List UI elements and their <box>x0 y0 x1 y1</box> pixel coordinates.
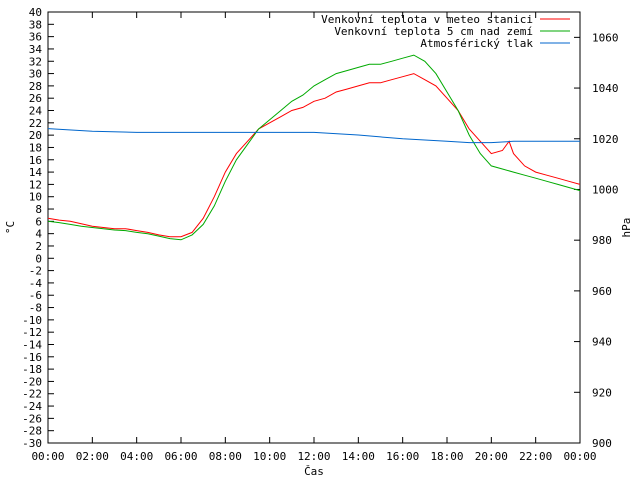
series-line-2 <box>47 54 581 241</box>
y-tick-label-right: 1040 <box>592 82 619 95</box>
x-tick-label: 10:00 <box>253 450 286 463</box>
y-tick-label-left: 4 <box>35 228 42 241</box>
y-tick-label-left: -18 <box>22 363 42 376</box>
y-tick-label-left: 14 <box>29 166 43 179</box>
y-tick-label-left: -26 <box>22 412 42 425</box>
legend-label: Atmosférický tlak <box>420 37 533 50</box>
y-tick-label-left: -8 <box>29 302 42 315</box>
y-tick-label-left: -24 <box>22 400 42 413</box>
ticks: -30-28-26-24-22-20-18-16-14-12-10-8-6-4-… <box>22 6 618 463</box>
x-tick-label: 08:00 <box>209 450 242 463</box>
y-tick-label-left: -30 <box>22 437 42 450</box>
x-tick-label: 00:00 <box>563 450 596 463</box>
y-tick-label-left: 32 <box>29 55 42 68</box>
y-tick-label-left: 8 <box>35 203 42 216</box>
y-tick-label-left: 40 <box>29 6 42 19</box>
legend-label: Venkovní teplota 5 cm nad zemí <box>334 25 533 38</box>
legend-label: Venkovní teplota v meteo stanici <box>321 13 533 26</box>
legend: Venkovní teplota v meteo staniciVenkovní… <box>321 13 570 50</box>
y-tick-label-right: 900 <box>592 437 612 450</box>
y-tick-label-left: 28 <box>29 80 42 93</box>
x-tick-label: 02:00 <box>76 450 109 463</box>
x-tick-label: 04:00 <box>120 450 153 463</box>
y-tick-label-right: 960 <box>592 285 612 298</box>
y-tick-label-left: 30 <box>29 68 42 81</box>
y-tick-label-left: -22 <box>22 388 42 401</box>
y-axis-label-right: hPa <box>620 218 633 238</box>
y-tick-label-right: 1020 <box>592 133 619 146</box>
x-tick-label: 18:00 <box>430 450 463 463</box>
x-tick-label: 22:00 <box>519 450 552 463</box>
y-tick-label-left: 22 <box>29 117 42 130</box>
y-tick-label-left: 6 <box>35 215 42 228</box>
y-tick-label-left: 26 <box>29 92 42 105</box>
y-tick-label-left: -2 <box>29 265 42 278</box>
y-tick-label-right: 1000 <box>592 183 619 196</box>
series-line-3 <box>47 128 580 144</box>
y-tick-label-left: 34 <box>29 43 43 56</box>
series-lines <box>47 54 581 241</box>
x-tick-label: 16:00 <box>386 450 419 463</box>
y-tick-label-right: 920 <box>592 386 612 399</box>
x-tick-label: 14:00 <box>342 450 375 463</box>
y-tick-label-left: 36 <box>29 31 42 44</box>
y-axis-label-left: °C <box>4 221 17 234</box>
y-tick-label-left: 18 <box>29 141 42 154</box>
y-tick-label-left: -10 <box>22 314 42 327</box>
y-tick-label-right: 980 <box>592 234 612 247</box>
y-tick-label-left: 2 <box>35 240 42 253</box>
y-tick-label-left: 10 <box>29 191 42 204</box>
x-axis-label: Čas <box>304 465 324 478</box>
y-tick-label-left: 0 <box>35 252 42 265</box>
y-tick-label-left: -14 <box>22 338 42 351</box>
plot-frame <box>47 11 581 444</box>
x-tick-label: 00:00 <box>31 450 64 463</box>
y-tick-label-left: 12 <box>29 178 42 191</box>
y-tick-label-left: -20 <box>22 375 42 388</box>
y-tick-label-left: -12 <box>22 326 42 339</box>
x-tick-label: 12:00 <box>297 450 330 463</box>
y-tick-label-right: 1060 <box>592 31 619 44</box>
y-tick-label-left: 38 <box>29 18 42 31</box>
y-tick-label-right: 940 <box>592 336 612 349</box>
x-tick-label: 20:00 <box>475 450 508 463</box>
y-tick-label-left: -28 <box>22 425 42 438</box>
x-tick-label: 06:00 <box>164 450 197 463</box>
y-tick-label-left: 24 <box>29 105 43 118</box>
y-tick-label-left: -6 <box>29 289 42 302</box>
y-tick-label-left: 16 <box>29 154 42 167</box>
y-tick-label-left: -4 <box>29 277 43 290</box>
series-line-1 <box>47 73 581 238</box>
y-tick-label-left: -16 <box>22 351 42 364</box>
y-tick-label-left: 20 <box>29 129 42 142</box>
